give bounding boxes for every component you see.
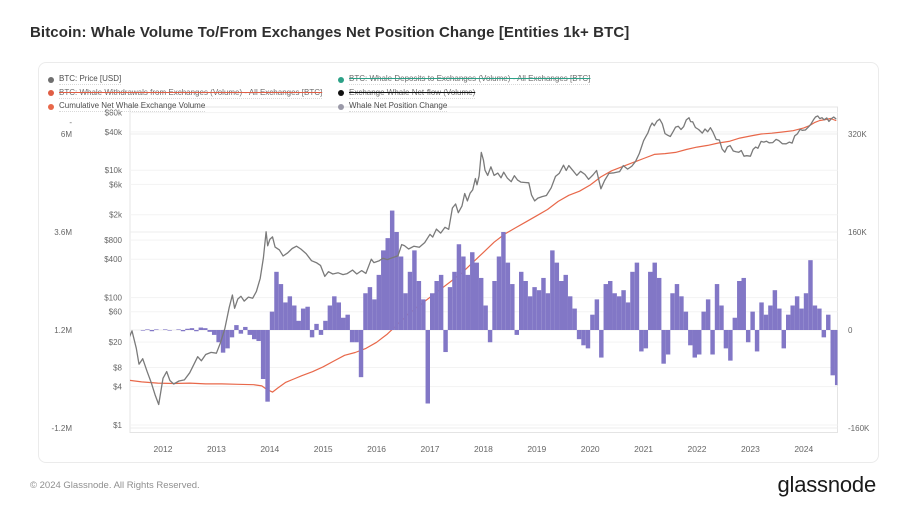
axis-tick-label: $40k (105, 128, 123, 137)
axis-tick-label: - (69, 118, 72, 127)
axis-tick-label: $1 (113, 421, 122, 430)
axis-tick-label: 2024 (794, 444, 813, 454)
axis-tick-label: 160K (848, 228, 867, 237)
axis-tick-label: $8 (113, 363, 122, 372)
legend-item[interactable]: BTC: Whale Withdrawals from Exchanges (V… (48, 87, 323, 101)
axis-tick-label: 320K (848, 130, 867, 139)
legend-column: BTC: Price [USD] BTC: Whale Withdrawals f… (48, 73, 323, 114)
legend-dot-icon (48, 90, 54, 97)
axis-tick-label: 2014 (260, 444, 279, 454)
axis-tick-label: 2019 (527, 444, 546, 454)
axis-tick-label: 2015 (314, 444, 333, 454)
legend-dot-icon (48, 103, 54, 110)
axis-tick-label: 2017 (421, 444, 440, 454)
chart-title: Bitcoin: Whale Volume To/From Exchanges … (30, 24, 630, 41)
legend-dot-icon (338, 76, 344, 83)
axis-tick-label: 2016 (367, 444, 386, 454)
axis-tick-label: 2023 (741, 444, 760, 454)
axis-tick-label: 0 (848, 326, 853, 335)
legend-item[interactable]: BTC: Price [USD] (48, 73, 322, 87)
axis-tick-label: 2020 (581, 444, 600, 454)
axis-tick-label: $400 (104, 255, 122, 264)
glassnode-logo: glassnode (777, 472, 877, 497)
axis-tick-label: $80k (105, 109, 123, 118)
copyright-text: © 2024 Glassnode. All Rights Reserved. (30, 480, 200, 491)
price-line (130, 115, 837, 406)
plot-border (129, 106, 838, 433)
axis-tick-label: $100 (104, 294, 122, 303)
legend-dot-icon (338, 90, 344, 97)
legend-item[interactable]: Whale Net Position Change (338, 100, 590, 114)
axis-tick-label: $2k (109, 211, 123, 220)
axis-tick-label: $20 (109, 338, 123, 347)
axis-tick-label: $6k (109, 180, 123, 189)
axis-tick-label: $10k (105, 166, 123, 175)
axis-tick-label: $4 (113, 383, 122, 392)
legend-column: BTC: Whale Deposits to Exchanges (Volume… (338, 73, 591, 114)
legend-label: Cumulative Net Whale Exchange Volume (59, 101, 206, 113)
net-position-bars (140, 210, 838, 404)
axis-tick-label: 2021 (634, 444, 653, 454)
legend-label: Whale Net Position Change (349, 101, 448, 113)
legend-label: BTC: Price [USD] (59, 74, 122, 86)
axis-tick-label: 2022 (688, 444, 707, 454)
axis-tick-label: $800 (104, 236, 122, 245)
axis-tick-label: 6M (61, 130, 72, 139)
legend-label: Exchange Whale Net-flow (Volume) (349, 87, 476, 99)
axis-tick-label: -1.2M (52, 424, 73, 433)
legend-dot-icon (338, 103, 344, 110)
axis-tick-label: 1.2M (54, 326, 72, 335)
axis-tick-label: $60 (109, 308, 123, 317)
axis-tick-label: 2018 (474, 444, 493, 454)
legend-dot-icon (48, 76, 54, 83)
axis-tick-label: 2013 (207, 444, 226, 454)
legend-label: BTC: Whale Deposits to Exchanges (Volume… (349, 74, 591, 86)
axis-tick-label: 3.6M (54, 228, 72, 237)
legend-item[interactable]: Exchange Whale Net-flow (Volume) (338, 87, 590, 101)
legend-label: BTC: Whale Withdrawals from Exchanges (V… (59, 87, 323, 99)
legend-item[interactable]: BTC: Whale Deposits to Exchanges (Volume… (338, 73, 591, 87)
axis-tick-label: 2012 (154, 444, 173, 454)
axis-tick-label: -160K (848, 424, 870, 433)
legend-item[interactable]: Cumulative Net Whale Exchange Volume (48, 100, 322, 114)
